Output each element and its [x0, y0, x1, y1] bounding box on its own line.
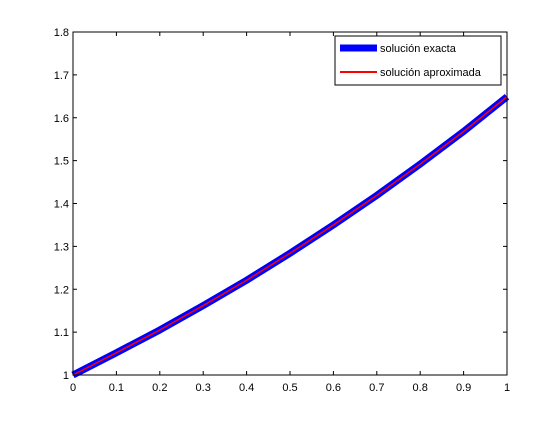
series-layer: [71, 94, 510, 379]
legend-box: [334, 35, 502, 86]
series-line-approx: [72, 96, 508, 376]
y-tick-label: 1.1: [54, 327, 69, 339]
x-tick-label: 0.2: [152, 382, 167, 394]
legend-label-exact: solución exacta: [380, 43, 457, 55]
x-tick-label: 0.7: [369, 382, 384, 394]
x-tick-label: 0.1: [109, 382, 124, 394]
x-tick-label: 0.3: [196, 382, 211, 394]
y-axis: 1 1.1 1.2 1.3 1.4 1.5 1.6 1.7 1.8: [54, 27, 507, 382]
x-tick-label: 0.9: [456, 382, 471, 394]
x-tick-label: 1: [504, 382, 510, 394]
legend: solución exacta solución aproximada: [334, 35, 502, 86]
y-tick-label: 1.2: [54, 284, 69, 296]
x-tick-label: 0: [70, 382, 76, 394]
x-axis: 0 0.1 0.2 0.3 0.4 0.5 0.6 0.7 0.8 0.9 1: [70, 32, 510, 394]
legend-label-approx: solución aproximada: [380, 67, 482, 79]
y-tick-label: 1.6: [54, 113, 69, 125]
y-tick-label: 1.7: [54, 70, 69, 82]
y-tick-label: 1: [63, 370, 69, 382]
y-tick-label: 1.3: [54, 241, 69, 253]
x-tick-label: 0.5: [282, 382, 297, 394]
x-tick-label: 0.4: [239, 382, 254, 394]
plot-background: [73, 32, 507, 375]
y-tick-label: 1.5: [54, 156, 69, 168]
x-tick-label: 0.8: [413, 382, 428, 394]
y-tick-label: 1.8: [54, 27, 69, 39]
y-tick-label: 1.4: [54, 199, 69, 211]
x-tick-label: 0.6: [326, 382, 341, 394]
